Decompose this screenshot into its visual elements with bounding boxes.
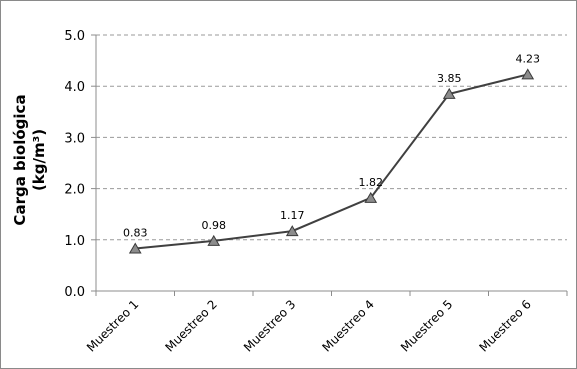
data-point-marker — [128, 242, 142, 254]
x-tick-label: Muestreo 5 — [398, 297, 455, 354]
y-axis-title-line-2: (kg/m³) — [30, 129, 48, 191]
y-tick-label: 0.0 — [64, 285, 85, 300]
y-tick-label: 4.0 — [64, 80, 85, 95]
data-label: 1.17 — [280, 209, 305, 222]
data-label: 0.98 — [202, 219, 227, 232]
x-tick-label: Muestreo 3 — [241, 297, 298, 354]
series — [128, 68, 535, 254]
y-tick-label: 5.0 — [64, 29, 85, 44]
x-tick-label: Muestreo 1 — [84, 297, 141, 354]
y-axis-title-line-1: Carga biológica — [11, 94, 29, 225]
gridlines — [96, 34, 567, 241]
x-tick-label: Muestreo 2 — [162, 297, 219, 354]
x-tick-label: Muestreo 6 — [476, 297, 533, 354]
data-point-marker — [285, 225, 299, 237]
axes — [91, 34, 568, 296]
data-label: 4.23 — [516, 52, 541, 65]
data-point-marker — [207, 234, 221, 246]
x-tick-label: Muestreo 4 — [319, 297, 376, 354]
data-label: 0.83 — [123, 227, 148, 240]
data-labels: 0.83 0.98 1.17 1.82 3.85 4.23 — [123, 52, 540, 239]
y-tick-label: 2.0 — [64, 183, 85, 198]
y-tick-label: 1.0 — [64, 234, 85, 249]
y-tick-label: 3.0 — [64, 131, 85, 146]
data-point-marker — [364, 191, 378, 203]
data-point-marker — [442, 87, 456, 99]
x-tick-labels: Muestreo 1 Muestreo 2 Muestreo 3 Muestreo 4… — [84, 297, 534, 354]
data-label: 3.85 — [437, 72, 462, 85]
data-point-marker — [521, 68, 535, 80]
y-tick-labels: 0.0 1.0 2.0 3.0 4.0 5.0 — [64, 29, 85, 300]
series-line — [135, 73, 528, 250]
data-label: 1.82 — [359, 176, 384, 189]
